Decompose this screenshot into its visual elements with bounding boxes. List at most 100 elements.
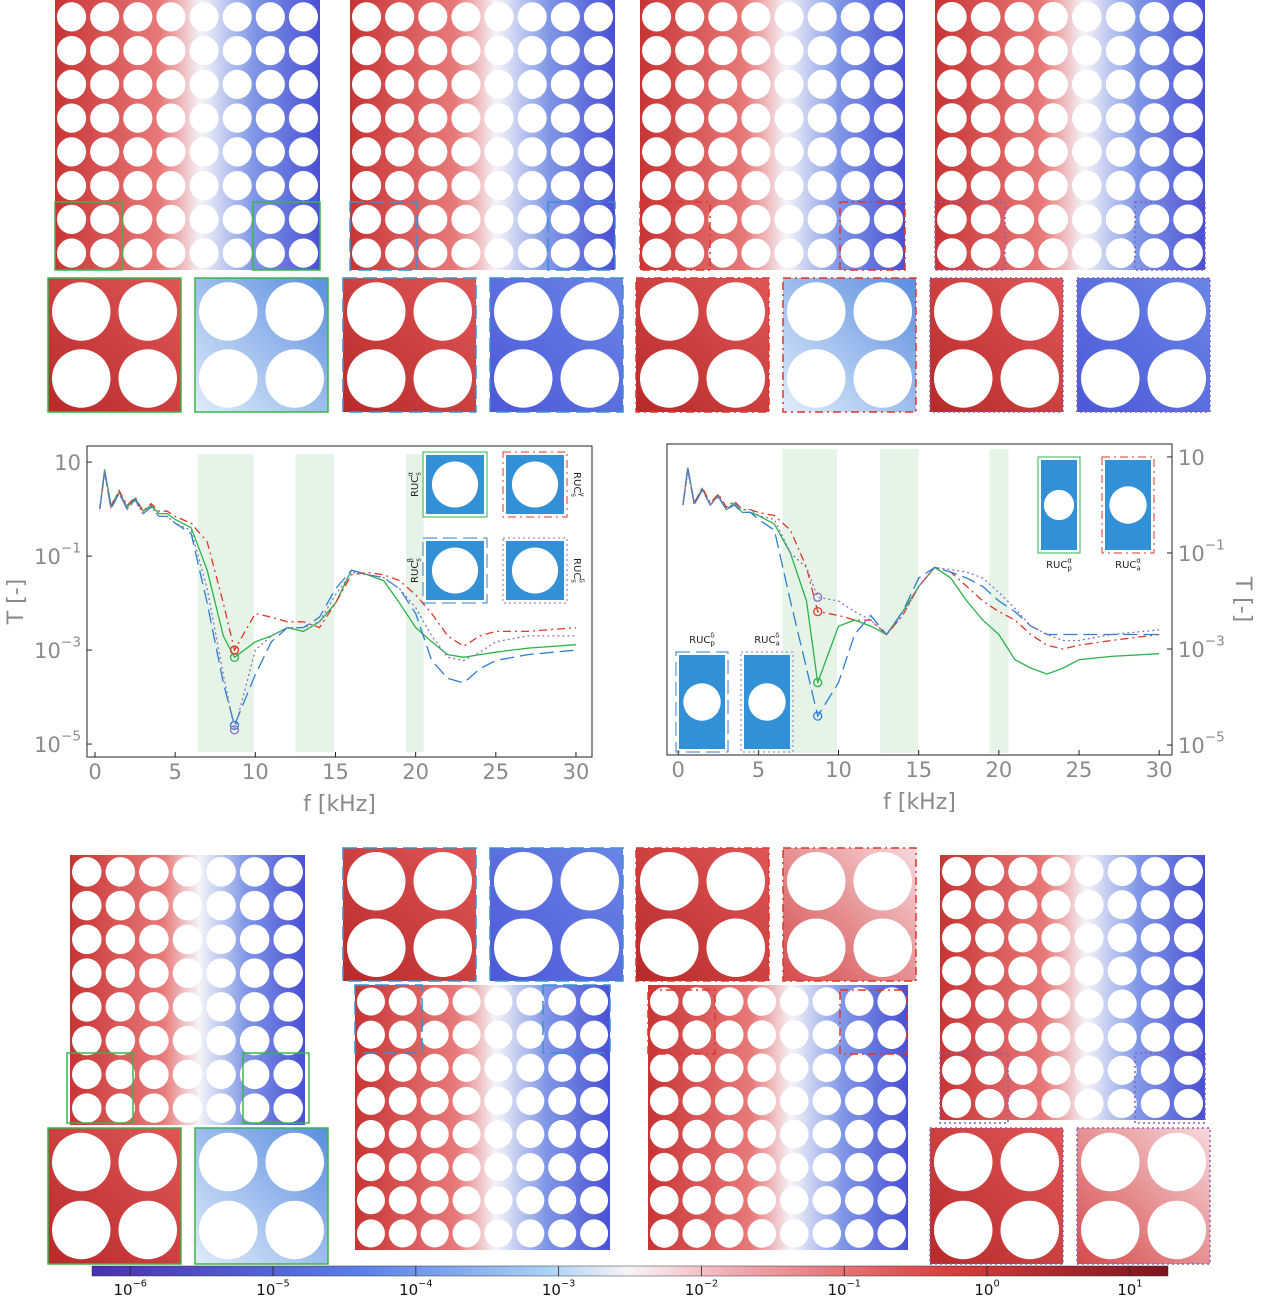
field-hole (206, 958, 236, 988)
field-hole (934, 1133, 993, 1192)
field-hole (389, 1054, 417, 1082)
field-hole (741, 205, 770, 234)
field-hole (256, 171, 285, 200)
field-hole (747, 1219, 776, 1248)
field-hole (934, 349, 993, 408)
inset-label: RUCpα (1046, 557, 1072, 573)
field-hole (518, 36, 547, 65)
colorbar-ramp (92, 1266, 1168, 1276)
field-hole (1108, 1056, 1137, 1085)
inset-hole (683, 683, 720, 720)
field-hole (385, 171, 414, 200)
field-hole (453, 1186, 481, 1214)
field-hole (934, 1201, 993, 1260)
field-hole (1038, 137, 1068, 167)
field-hole (812, 1219, 841, 1248)
field-hole (808, 171, 837, 200)
field-hole (642, 239, 671, 268)
field-hole (516, 988, 544, 1016)
field-hole (1173, 70, 1203, 100)
field-hole (580, 1219, 608, 1247)
field-hole (385, 205, 414, 234)
field-hole (389, 1120, 417, 1148)
field-hole (389, 1087, 417, 1115)
field-hole (352, 205, 381, 234)
field-hole (516, 1120, 544, 1148)
field-hole (874, 2, 903, 31)
field-hole (580, 988, 608, 1016)
field-hole (1174, 956, 1203, 985)
field-hole (90, 171, 119, 200)
field-hole (199, 1201, 258, 1260)
field-hole (975, 923, 1004, 952)
field-hole (741, 2, 770, 31)
field-hole (289, 70, 318, 99)
field-hole (708, 36, 737, 65)
field-hole (1106, 36, 1136, 66)
field-hole (106, 992, 136, 1022)
field-hole (642, 171, 671, 200)
colorbar-tick-label-base: 10 (113, 1281, 132, 1299)
field-hole (845, 987, 874, 1016)
field-lattice (636, 848, 769, 981)
field-hole (518, 104, 547, 133)
field-hole (675, 205, 704, 234)
field-hole (173, 1026, 203, 1056)
y-tick-label: 10−5 (1178, 730, 1225, 758)
inset-hole (512, 547, 558, 593)
field-hole (57, 137, 86, 166)
field-hole (812, 1120, 841, 1149)
field-hole (156, 171, 185, 200)
field-hole (516, 1087, 544, 1115)
field-hole (1038, 171, 1068, 201)
field-hole (642, 137, 671, 166)
field-hole (352, 2, 381, 31)
field-hole (812, 1054, 841, 1083)
series-line (683, 469, 1159, 649)
field-hole (1108, 956, 1137, 985)
field-hole (223, 205, 252, 234)
field-hole (708, 70, 737, 99)
field-hole (706, 852, 765, 911)
field-hole (352, 239, 381, 268)
field-hole (123, 171, 152, 200)
field-hole (385, 2, 414, 31)
field-hole (1074, 923, 1103, 952)
field-hole (1106, 238, 1136, 268)
field-hole (642, 70, 671, 99)
field-hole (1141, 1089, 1170, 1118)
inset-label-sub: a (775, 640, 779, 648)
field-hole (1074, 989, 1103, 1018)
field-hole (156, 2, 185, 31)
field-hole (548, 1219, 576, 1247)
field-lattice (930, 278, 1063, 412)
field-hole (199, 349, 258, 408)
field-hole (650, 1153, 679, 1182)
inset-label-base: RUC (571, 472, 582, 493)
field-hole (72, 992, 102, 1022)
field-hole (812, 1153, 841, 1182)
field-hole (484, 36, 513, 65)
field-hole (90, 36, 119, 65)
field-hole (1005, 103, 1035, 133)
field-hole (1072, 205, 1102, 235)
field-hole (118, 282, 177, 341)
page: Transmission spectra html, body { margin… (0, 0, 1263, 1299)
field-hole (580, 1153, 608, 1181)
field-hole (240, 925, 270, 955)
field-hole (518, 171, 547, 200)
field-hole (640, 918, 699, 977)
field-hole (841, 36, 870, 65)
field-hole (1072, 137, 1102, 167)
field-hole (1141, 857, 1170, 886)
field-hole (934, 282, 993, 341)
field-hole (156, 239, 185, 268)
field-hole (494, 852, 553, 911)
field-hole (1141, 956, 1170, 985)
field-hole (451, 137, 480, 166)
field-hole (123, 137, 152, 166)
field-hole (494, 282, 553, 341)
chart: 05101520253010−510−310−110f [kHz]T [-]RU… (667, 444, 1255, 815)
field-hole (72, 857, 102, 887)
field-hole (240, 1060, 270, 1090)
